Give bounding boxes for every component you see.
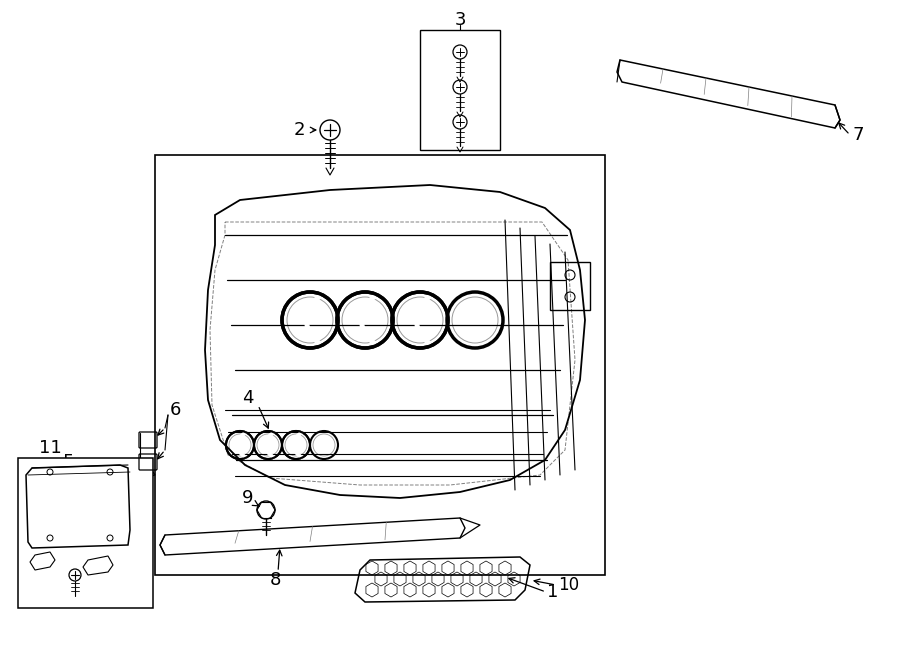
Bar: [18, 458, 153, 608]
Text: 10: 10: [558, 576, 579, 594]
Text: 3: 3: [454, 11, 466, 29]
Text: 4: 4: [242, 389, 254, 407]
Bar: [420, 30, 500, 150]
Text: 7: 7: [852, 126, 864, 144]
Bar: [155, 155, 605, 575]
Text: 9: 9: [242, 489, 254, 507]
Wedge shape: [237, 432, 247, 459]
Wedge shape: [415, 295, 431, 345]
Text: 1: 1: [547, 583, 559, 601]
Text: 6: 6: [169, 401, 181, 419]
Text: 8: 8: [269, 571, 281, 589]
Wedge shape: [305, 295, 321, 345]
Wedge shape: [265, 432, 274, 459]
Wedge shape: [360, 295, 376, 345]
Text: 11: 11: [39, 439, 61, 457]
Wedge shape: [292, 432, 302, 459]
Text: 2: 2: [293, 121, 305, 139]
Text: 5: 5: [62, 453, 74, 471]
